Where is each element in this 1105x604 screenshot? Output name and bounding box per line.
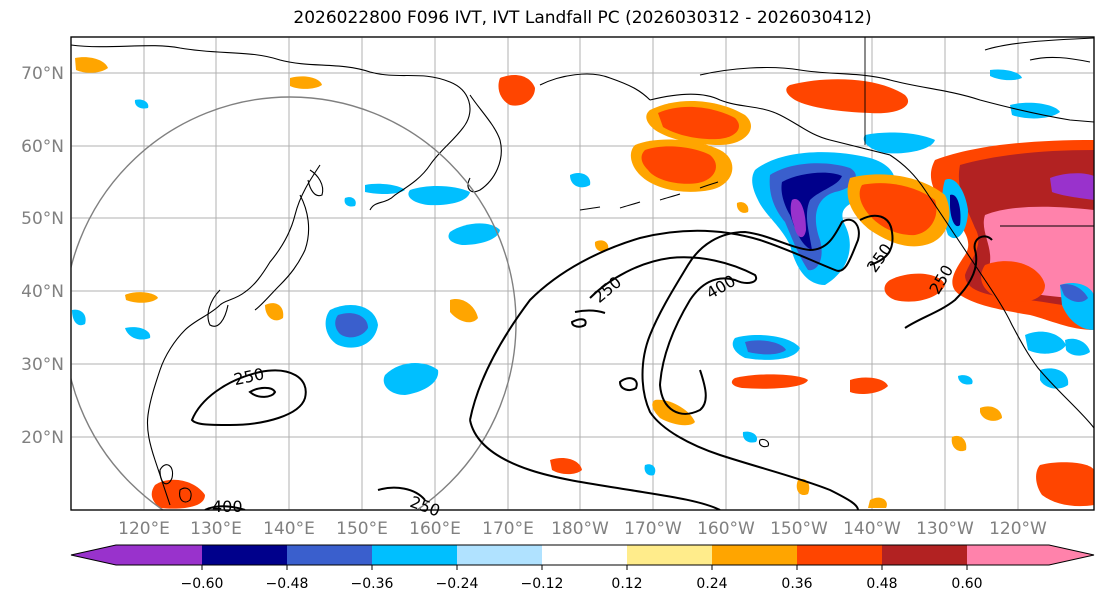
lon-label-170w: 170°W bbox=[624, 519, 682, 539]
cbar-tick-7: 0.36 bbox=[781, 576, 812, 592]
colorbar: −0.60 −0.48 −0.36 −0.24 −0.12 0.12 0.24 … bbox=[70, 544, 1095, 592]
lon-label-150e: 150°E bbox=[336, 519, 388, 539]
cbar-tick-6: 0.24 bbox=[696, 576, 727, 592]
lon-label-120e: 120°E bbox=[118, 519, 170, 539]
cbar-swatch-5 bbox=[542, 545, 627, 565]
contour-400-central bbox=[589, 256, 758, 415]
chart-title: 2026022800 F096 IVT, IVT Landfall PC (20… bbox=[293, 8, 872, 28]
cbar-swatch-6 bbox=[627, 545, 712, 565]
cbar-tick-2: −0.36 bbox=[351, 576, 394, 592]
longitude-labels: 120°E 130°E 140°E 150°E 160°E 170°E 180°… bbox=[118, 519, 1047, 539]
lon-label-170e: 170°E bbox=[482, 519, 534, 539]
cbar-swatch-7 bbox=[712, 545, 797, 565]
cbar-swatch-8 bbox=[797, 545, 882, 565]
cbar-tick-4: −0.12 bbox=[521, 576, 564, 592]
cbar-tick-9: 0.60 bbox=[951, 576, 982, 592]
lon-label-180w: 180°W bbox=[551, 519, 609, 539]
contour-400-west-small bbox=[248, 386, 277, 398]
contour-250-east bbox=[859, 214, 894, 266]
lon-label-160w: 160°W bbox=[697, 519, 755, 539]
lat-label-40n: 40°N bbox=[21, 282, 64, 302]
lon-label-150w: 150°W bbox=[770, 519, 828, 539]
contour-label-400-south: 400 bbox=[212, 497, 243, 516]
lon-label-130e: 130°E bbox=[190, 519, 242, 539]
cbar-swatch-3 bbox=[372, 545, 457, 565]
lat-label-60n: 60°N bbox=[21, 137, 64, 157]
cbar-tick-8: 0.48 bbox=[866, 576, 897, 592]
lon-label-140w: 140°W bbox=[843, 519, 901, 539]
cbar-swatch-1 bbox=[202, 545, 287, 565]
cbar-tick-3: −0.24 bbox=[436, 576, 479, 592]
ivt-contours bbox=[190, 214, 993, 510]
cbar-swatch-9 bbox=[882, 545, 967, 565]
lat-label-70n: 70°N bbox=[21, 64, 64, 84]
cbar-swatch-4 bbox=[457, 545, 542, 565]
contour-250-central bbox=[469, 218, 860, 510]
lat-label-30n: 30°N bbox=[21, 355, 64, 375]
cbar-tick-0: −0.60 bbox=[181, 576, 224, 592]
lon-label-120w: 120°W bbox=[989, 519, 1047, 539]
region-circle bbox=[71, 96, 517, 510]
lon-label-160e: 160°E bbox=[409, 519, 461, 539]
lat-label-20n: 20°N bbox=[21, 428, 64, 448]
latitude-labels: 70°N 60°N 50°N 40°N 30°N 20°N bbox=[21, 64, 64, 448]
cbar-swatch-10 bbox=[967, 545, 1049, 565]
cbar-tick-1: −0.48 bbox=[266, 576, 309, 592]
coastlines bbox=[70, 37, 1095, 506]
cbar-tick-5: 0.12 bbox=[611, 576, 642, 592]
cbar-swatch-0 bbox=[116, 545, 202, 565]
filled-anomalies bbox=[72, 57, 1094, 509]
lon-label-140e: 140°E bbox=[263, 519, 315, 539]
contour-250-west bbox=[190, 369, 307, 427]
cbar-swatch-2 bbox=[287, 545, 372, 565]
cbar-arrow-right bbox=[1049, 545, 1094, 565]
cbar-arrow-left bbox=[71, 545, 116, 565]
lat-label-50n: 50°N bbox=[21, 209, 64, 229]
lon-label-130w: 130°W bbox=[916, 519, 974, 539]
